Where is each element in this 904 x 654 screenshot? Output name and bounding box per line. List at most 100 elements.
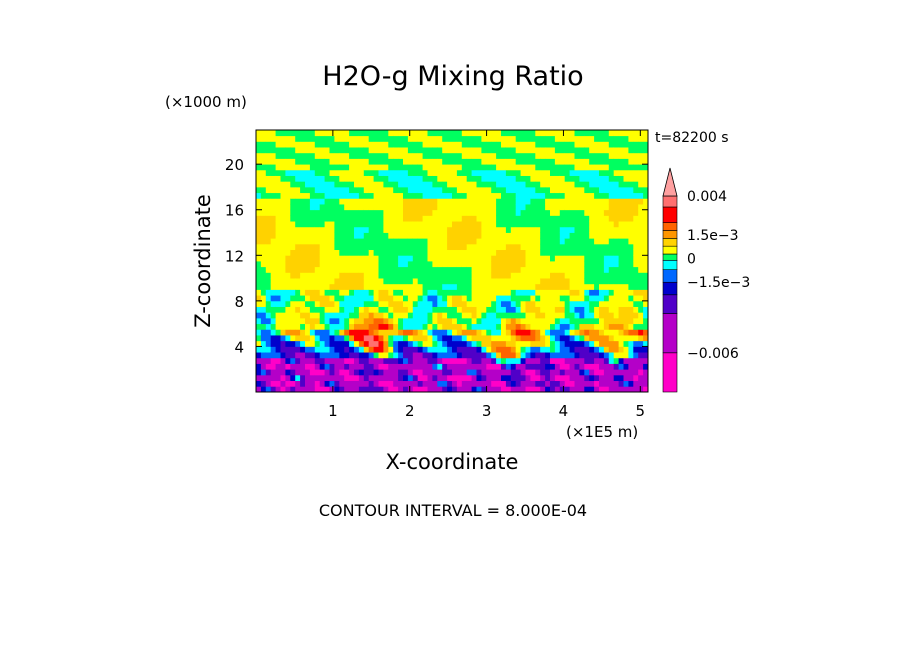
heatmap-cell (270, 158, 276, 165)
heatmap-cell (442, 369, 448, 376)
heatmap-cell (535, 340, 541, 347)
heatmap-cell (422, 352, 428, 359)
heatmap-cell (491, 295, 497, 302)
heatmap-cell (383, 255, 389, 262)
heatmap-cell (589, 152, 595, 159)
heatmap-cell (496, 147, 502, 154)
heatmap-cell (339, 346, 345, 353)
heatmap-cell (461, 255, 468, 262)
heatmap-cell (476, 255, 482, 262)
heatmap-cell (427, 261, 433, 268)
heatmap-cell (594, 221, 600, 228)
heatmap-cell (486, 238, 492, 245)
heatmap-cell (256, 141, 262, 148)
heatmap-cell (623, 204, 629, 211)
heatmap-cell (643, 169, 648, 176)
heatmap-cell (496, 232, 502, 239)
heatmap-cell (638, 335, 644, 342)
heatmap-cell (456, 261, 463, 268)
heatmap-cell (363, 215, 370, 222)
heatmap-cell (373, 198, 379, 205)
heatmap-cell (349, 221, 355, 228)
heatmap-cell (275, 169, 281, 176)
heatmap-cell (324, 204, 330, 211)
heatmap-cell (638, 181, 644, 188)
heatmap-cell (486, 221, 492, 228)
heatmap-cell (280, 346, 286, 353)
heatmap-cell (265, 380, 272, 387)
heatmap-cell (260, 164, 267, 171)
heatmap-cell (324, 352, 330, 359)
heatmap-cell (285, 266, 291, 273)
heatmap-cell (275, 226, 281, 233)
heatmap-cell (334, 158, 340, 165)
heatmap-cell (290, 255, 296, 262)
heatmap-cell (638, 369, 644, 376)
heatmap-cell (486, 164, 492, 171)
heatmap-cell (491, 300, 497, 307)
heatmap-cell (344, 261, 350, 268)
heatmap-cell (520, 238, 526, 245)
heatmap-cell (452, 255, 458, 262)
heatmap-cell (525, 380, 531, 387)
heatmap-cell (305, 169, 311, 176)
heatmap-cell (358, 198, 365, 205)
heatmap-cell (550, 209, 556, 216)
heatmap-cell (530, 175, 536, 182)
heatmap-cell (618, 135, 624, 142)
heatmap-cell (545, 198, 551, 205)
heatmap-cell (569, 152, 575, 159)
heatmap-cell (393, 243, 399, 251)
heatmap-cell (535, 386, 541, 392)
heatmap-cell (476, 181, 482, 188)
heatmap-cell (481, 317, 487, 325)
heatmap-cell (584, 323, 590, 330)
heatmap-cell (515, 215, 521, 222)
heatmap-cell (554, 266, 561, 273)
heatmap-cell (643, 283, 648, 290)
heatmap-cell (354, 164, 360, 171)
heatmap-cell (329, 261, 335, 268)
heatmap-cell (501, 232, 507, 239)
heatmap-cell (329, 198, 335, 205)
heatmap-cell (290, 249, 296, 256)
heatmap-cell (633, 380, 639, 387)
heatmap-cell (613, 204, 619, 211)
heatmap-cell (378, 289, 384, 296)
heatmap-cell (628, 266, 634, 273)
heatmap-cell (334, 386, 340, 392)
heatmap-cell (569, 226, 575, 233)
heatmap-cell (491, 335, 497, 342)
heatmap-cell (603, 164, 610, 171)
heatmap-cell (388, 295, 394, 302)
heatmap-cell (442, 380, 448, 387)
heatmap-cell (530, 255, 536, 262)
heatmap-cell (608, 374, 615, 382)
heatmap-cell (613, 357, 619, 364)
heatmap-cell (545, 215, 551, 222)
heatmap-cell (471, 335, 477, 342)
heatmap-cell (594, 335, 600, 342)
heatmap-cell (339, 215, 345, 222)
heatmap-cell (603, 192, 610, 199)
heatmap-cell (373, 226, 379, 233)
heatmap-cell (295, 192, 301, 199)
heatmap-cell (550, 272, 556, 279)
y-axis-label: Z-coordinate (191, 194, 215, 328)
heatmap-cell (476, 300, 482, 307)
heatmap-cell (256, 255, 262, 262)
heatmap-cell (256, 380, 262, 387)
heatmap-cell (501, 346, 507, 353)
heatmap-cell (427, 226, 433, 233)
heatmap-cell (608, 226, 615, 233)
heatmap-cell (501, 175, 507, 182)
heatmap-cell (515, 255, 521, 262)
heatmap-cell (324, 283, 330, 290)
heatmap-cell (608, 357, 615, 364)
heatmap-cell (260, 329, 267, 336)
heatmap-cell (564, 357, 570, 364)
heatmap-cell (403, 232, 409, 239)
heatmap-cell (496, 272, 502, 279)
heatmap-cell (407, 152, 414, 159)
heatmap-cell (540, 261, 546, 268)
